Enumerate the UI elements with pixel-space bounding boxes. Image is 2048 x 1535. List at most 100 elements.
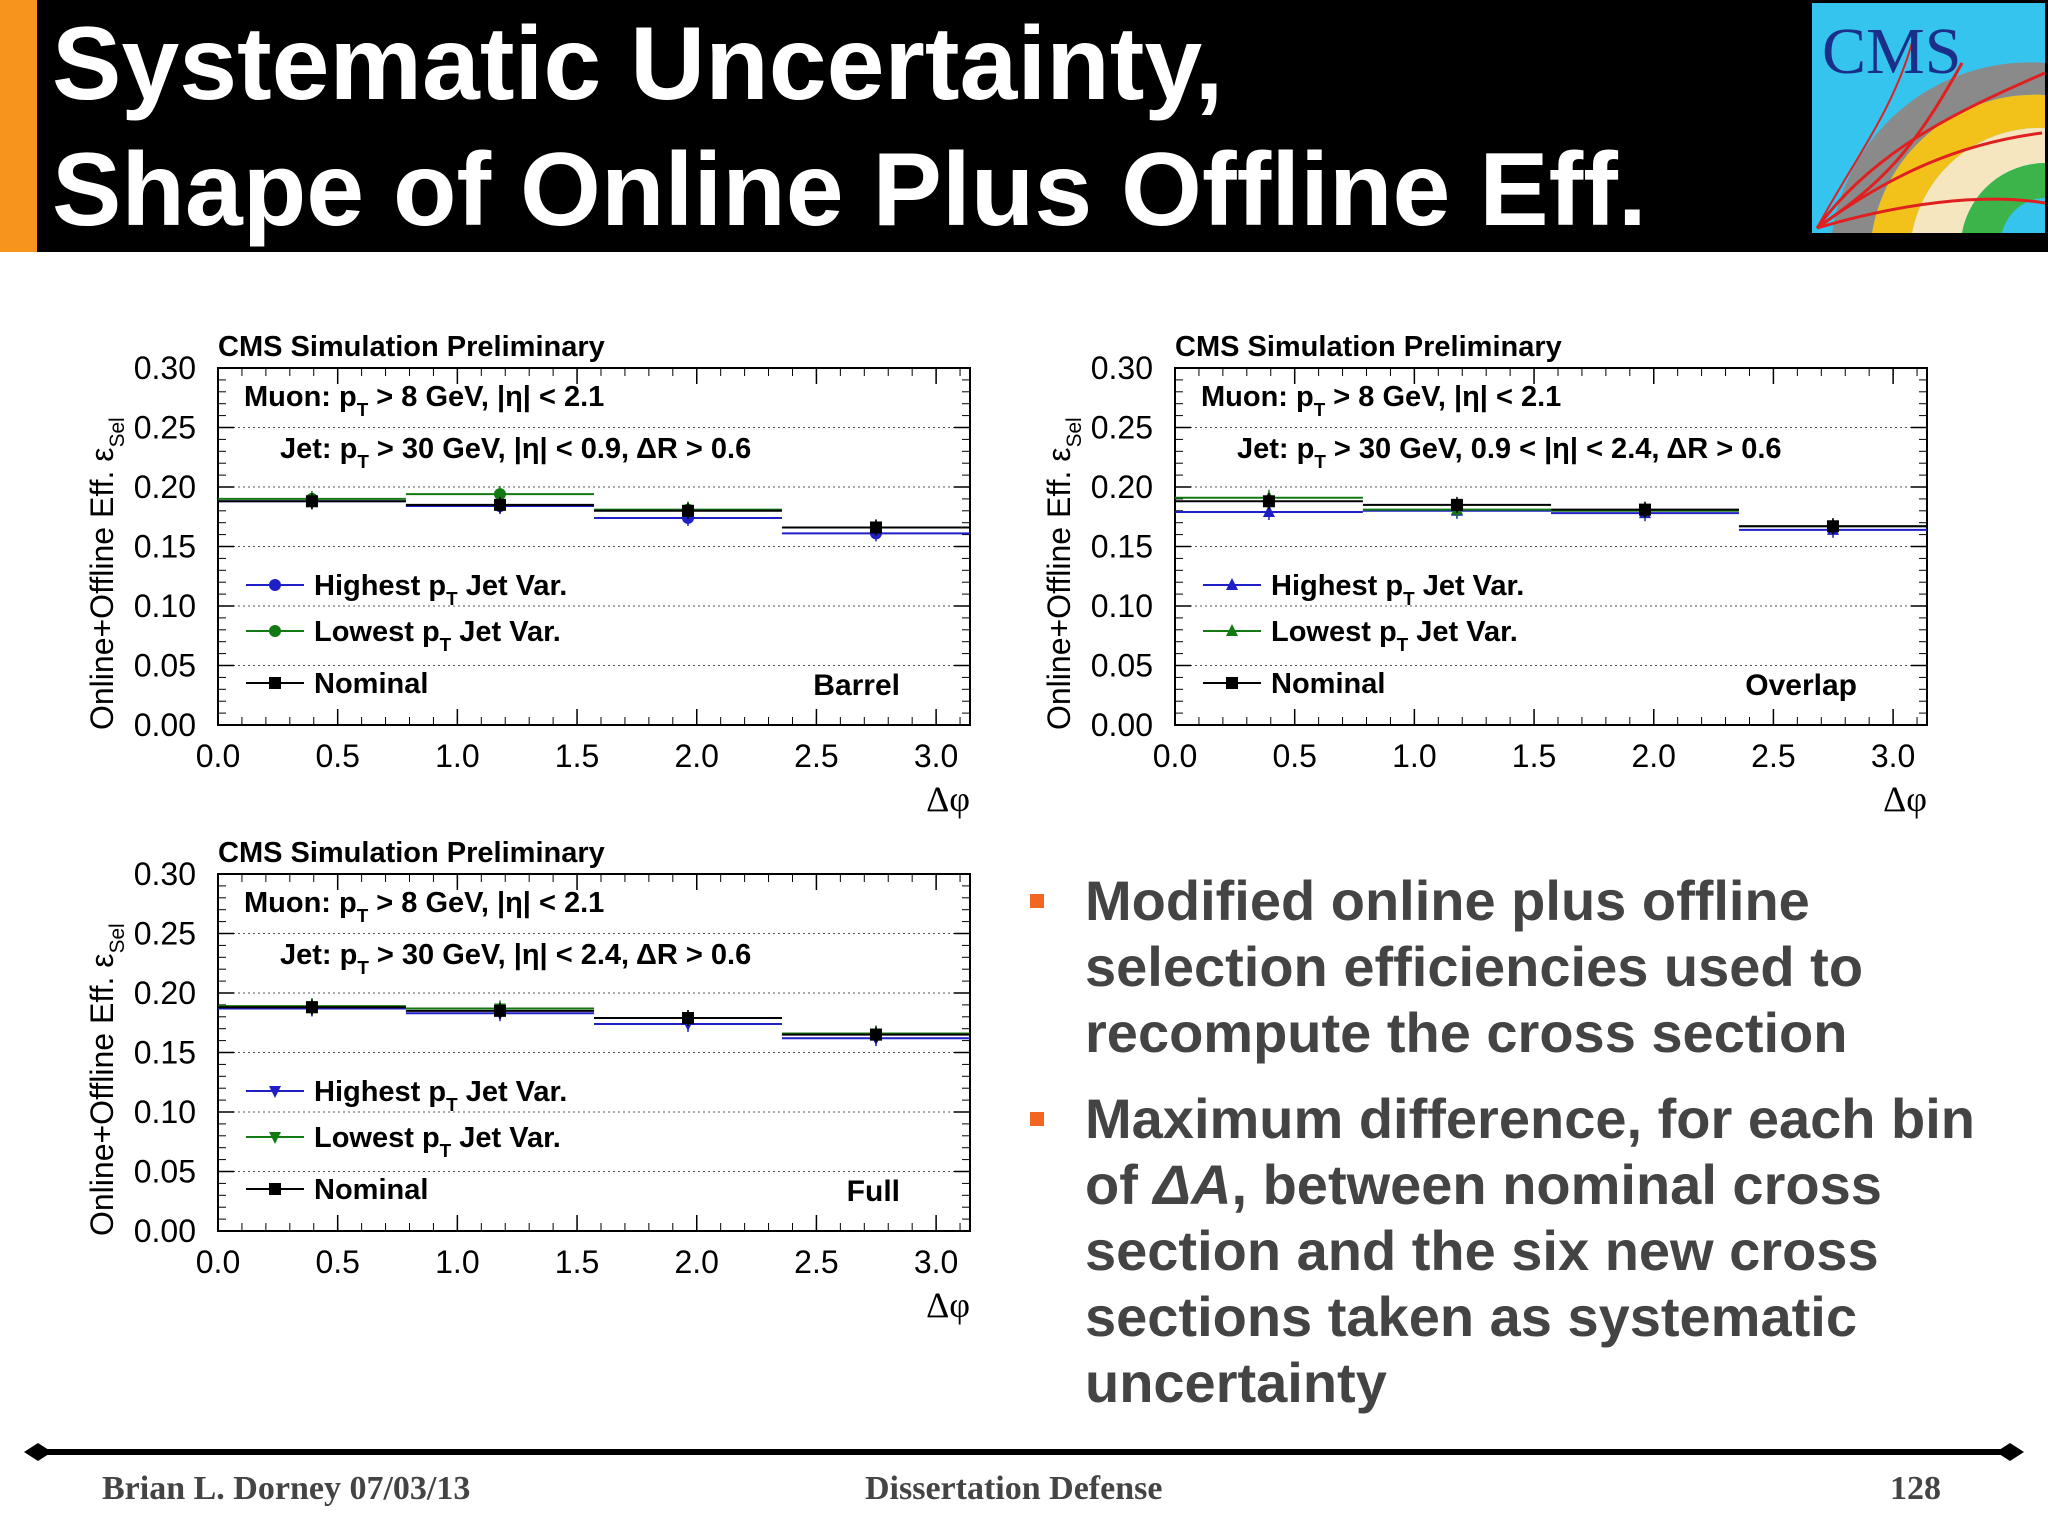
legend-marker [269, 1086, 281, 1098]
data-point [493, 1004, 506, 1017]
data-point [1262, 495, 1275, 508]
y-tick-label: 0.25 [1091, 410, 1153, 446]
data-point [869, 1028, 882, 1041]
cut-jet-label: Jet: pT > 30 GeV, |η| < 2.4, ΔR > 0.6 [280, 939, 751, 978]
y-axis-label: Online+Offline Eff. εSel [84, 417, 129, 730]
data-point [682, 1011, 694, 1024]
x-tick-label: 2.0 [1631, 738, 1675, 774]
data-point [493, 498, 506, 511]
x-tick-label: 3.0 [1871, 738, 1915, 774]
cut-muon-label: Muon: pT > 8 GeV, |η| < 2.1 [1201, 381, 1561, 420]
bullet-text: Modified online plus offline selection e… [1085, 869, 1864, 1064]
x-tick-label: 1.5 [555, 738, 599, 774]
cms-logo-text: CMS [1822, 15, 1961, 88]
x-tick-label: 0.0 [196, 1244, 240, 1280]
series-2 [1175, 493, 1927, 535]
data-point [1826, 520, 1839, 533]
y-tick-label: 0.30 [1091, 350, 1153, 386]
y-tick-label: 0.05 [1091, 648, 1153, 684]
legend-marker [1226, 624, 1238, 636]
data-point [305, 1001, 318, 1014]
y-tick-label: 0.00 [1091, 707, 1153, 743]
y-tick-label: 0.15 [134, 529, 196, 565]
legend-label: Nominal [314, 1174, 428, 1206]
bullet-list: Modified online plus offline selection e… [1030, 868, 2030, 1436]
legend-marker [1226, 677, 1238, 689]
footer-page-number: 128 [1890, 1470, 1941, 1507]
y-tick-label: 0.00 [134, 707, 196, 743]
chart-header: CMS Simulation Preliminary [218, 331, 605, 363]
x-tick-label: 0.0 [196, 738, 240, 774]
x-tick-label: 1.0 [435, 738, 479, 774]
legend-label: Lowest pT Jet Var. [314, 1122, 561, 1161]
y-tick-label: 0.00 [134, 1213, 196, 1249]
legend-label: Nominal [1271, 668, 1385, 700]
data-point [1450, 498, 1463, 511]
y-tick-label: 0.15 [1091, 529, 1153, 565]
y-tick-label: 0.05 [134, 648, 196, 684]
bullet-marker-icon [1030, 1112, 1044, 1126]
x-axis-label: Δφ [926, 1285, 970, 1325]
x-tick-label: 1.0 [435, 1244, 479, 1280]
data-point [682, 504, 694, 517]
bullet-text-italic: ΔA [1153, 1153, 1232, 1216]
region-label: Full [847, 1175, 900, 1208]
series-2 [218, 999, 970, 1043]
x-tick-label: 2.5 [794, 1244, 838, 1280]
x-tick-label: 1.5 [1512, 738, 1556, 774]
bullet-text: Maximum difference, for each bin of ΔA, … [1085, 1086, 2030, 1416]
footer-divider [24, 1443, 2024, 1461]
chart-overlap: 0.00 0.05 0.10 0.15 0.20 0.25 0.30 0.0 0.5 1.0 1.5… [1041, 331, 1928, 819]
cut-jet-label: Jet: pT > 30 GeV, |η| < 0.9, ΔR > 0.6 [280, 433, 751, 472]
x-tick-label: 2.5 [794, 738, 838, 774]
chart-header: CMS Simulation Preliminary [218, 837, 605, 869]
footer-title: Dissertation Defense [865, 1470, 1163, 1507]
legend-marker [269, 1132, 281, 1144]
y-tick-label: 0.25 [134, 916, 196, 952]
y-tick-label: 0.20 [134, 469, 196, 505]
slide-title-line-2: Shape of Online Plus Offline Eff. [52, 132, 1647, 248]
legend-label: Highest pT Jet Var. [314, 1076, 567, 1115]
legend-label: Highest pT Jet Var. [314, 570, 567, 609]
legend-marker [269, 625, 281, 637]
chart-barrel: 0.00 0.05 0.10 0.15 0.20 0.25 0.30 0.0 0.5 1.0 1.5… [84, 331, 971, 819]
bullet-text-part: , between nominal cross section and the … [1085, 1153, 1882, 1414]
x-tick-label: 1.5 [555, 1244, 599, 1280]
legend-marker [269, 677, 281, 689]
x-tick-label: 0.5 [315, 738, 359, 774]
y-axis-label: Online+Offline Eff. εSel [84, 923, 129, 1236]
data-point [869, 521, 882, 534]
y-tick-label: 0.10 [1091, 588, 1153, 624]
x-axis-label: Δφ [1883, 779, 1927, 819]
legend-label: Lowest pT Jet Var. [314, 616, 561, 655]
data-point [493, 488, 506, 501]
chart-full: 0.00 0.05 0.10 0.15 0.20 0.25 0.30 0.0 0.5 1.0 1.5… [84, 837, 971, 1325]
bullet-item: Modified online plus offline selection e… [1030, 868, 2030, 1066]
title-bar [0, 0, 2048, 252]
footer-author-date: Brian L. Dorney 07/03/13 [102, 1470, 471, 1507]
bullet-marker-icon [1030, 894, 1044, 908]
cut-jet-label: Jet: pT > 30 GeV, 0.9 < |η| < 2.4, ΔR > … [1237, 433, 1782, 472]
y-tick-label: 0.30 [134, 350, 196, 386]
cms-logo: CMS [1812, 3, 2045, 233]
x-tick-label: 2.5 [1751, 738, 1795, 774]
cut-muon-label: Muon: pT > 8 GeV, |η| < 2.1 [244, 887, 604, 926]
legend-marker [269, 1183, 281, 1195]
bullet-item: Maximum difference, for each bin of ΔA, … [1030, 1086, 2030, 1416]
x-tick-label: 1.0 [1392, 738, 1436, 774]
x-tick-label: 2.0 [674, 738, 718, 774]
data-point [1639, 503, 1651, 516]
y-tick-label: 0.05 [134, 1154, 196, 1190]
x-tick-label: 0.5 [1272, 738, 1316, 774]
y-tick-label: 0.20 [134, 975, 196, 1011]
y-tick-label: 0.30 [134, 856, 196, 892]
x-axis-label: Δφ [926, 779, 970, 819]
legend-label: Highest pT Jet Var. [1271, 570, 1524, 609]
y-tick-label: 0.10 [134, 588, 196, 624]
data-point [305, 495, 318, 508]
y-axis-label: Online+Offline Eff. εSel [1041, 417, 1086, 730]
title-accent-bar [0, 0, 37, 252]
cut-muon-label: Muon: pT > 8 GeV, |η| < 2.1 [244, 381, 604, 420]
chart-header: CMS Simulation Preliminary [1175, 331, 1562, 363]
y-tick-label: 0.25 [134, 410, 196, 446]
